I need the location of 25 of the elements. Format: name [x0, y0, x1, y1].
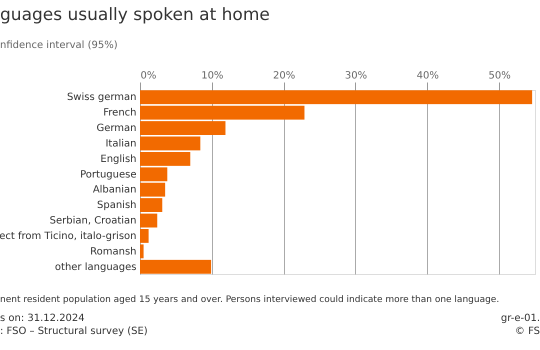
y-tick-label: ect from Ticino, italo-grison	[0, 230, 136, 242]
y-tick-label: Italian	[105, 138, 136, 150]
x-tick-label: 10%	[201, 70, 224, 82]
y-tick-label: Romansh	[90, 246, 136, 258]
y-tick-label: Portuguese	[80, 169, 136, 180]
text: : FSO – Structural survey (SE)	[0, 326, 148, 337]
x-tick-label: 30%	[344, 70, 368, 82]
x-tick-label: 50%	[488, 70, 511, 82]
text: nent resident population aged 15 years and over. Persons interviewed could indicate more than one language.	[0, 295, 500, 305]
x-tick-label: 20%	[273, 70, 296, 82]
text: gr-e-01.	[500, 313, 540, 324]
y-tick-label: English	[100, 154, 136, 165]
x-tick-label: 0%	[140, 70, 156, 82]
text: s on: 31.12.2024	[0, 313, 85, 324]
y-tick-label: other languages	[54, 262, 136, 273]
chart-title: guages usually spoken at home	[0, 5, 270, 25]
y-tick-label: Spanish	[97, 200, 136, 212]
y-tick-label: Serbian, Croatian	[50, 216, 136, 227]
text: nfidence interval (95%)	[0, 40, 118, 51]
x-tick-label: 40%	[416, 70, 439, 82]
y-tick-label: Albanian	[92, 184, 136, 196]
y-tick-label: Swiss german	[66, 92, 136, 104]
y-tick-label: German	[96, 123, 136, 134]
y-tick-label: French	[103, 108, 136, 119]
text: © FS	[514, 326, 540, 337]
